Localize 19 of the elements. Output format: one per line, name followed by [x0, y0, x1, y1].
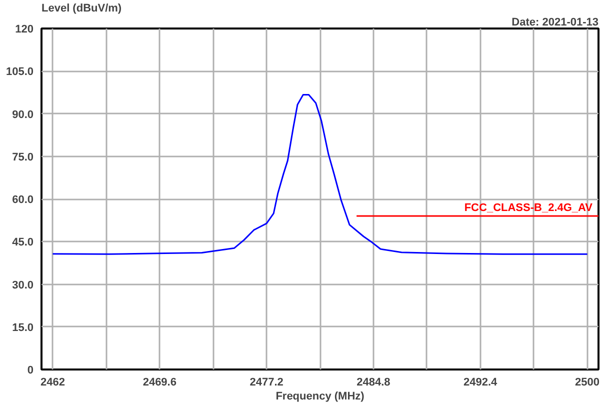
text: Date: 2021-01-13	[512, 16, 599, 28]
y-tick-label: 0	[27, 364, 34, 376]
y-tick-label: 45.0	[12, 236, 34, 249]
x-tick-label: 2492.4	[464, 376, 498, 388]
y-tick-label: 15.0	[12, 322, 34, 334]
y-tick-label: 90.0	[12, 108, 34, 121]
y-tick-label: 105.0	[6, 66, 34, 78]
x-tick-label: 2469.6	[142, 376, 176, 388]
x-tick-label: 2484.8	[356, 376, 390, 388]
y-tick-label: 30.0	[12, 279, 34, 292]
x-tick-label: 2500	[575, 376, 600, 388]
series-label: FCC_CLASS-B_2.4G_AV	[464, 202, 594, 214]
y-tick-label: 75.0	[12, 151, 34, 164]
y-tick-label: 60.0	[12, 194, 34, 206]
x-tick-label: 2477.2	[250, 376, 284, 388]
y-axis-title: Level (dBuV/m)	[42, 2, 122, 14]
y-tick-label: 120	[15, 24, 34, 36]
x-axis-title: Frequency (MHz)	[276, 390, 365, 402]
x-tick-label: 2462	[40, 376, 65, 388]
